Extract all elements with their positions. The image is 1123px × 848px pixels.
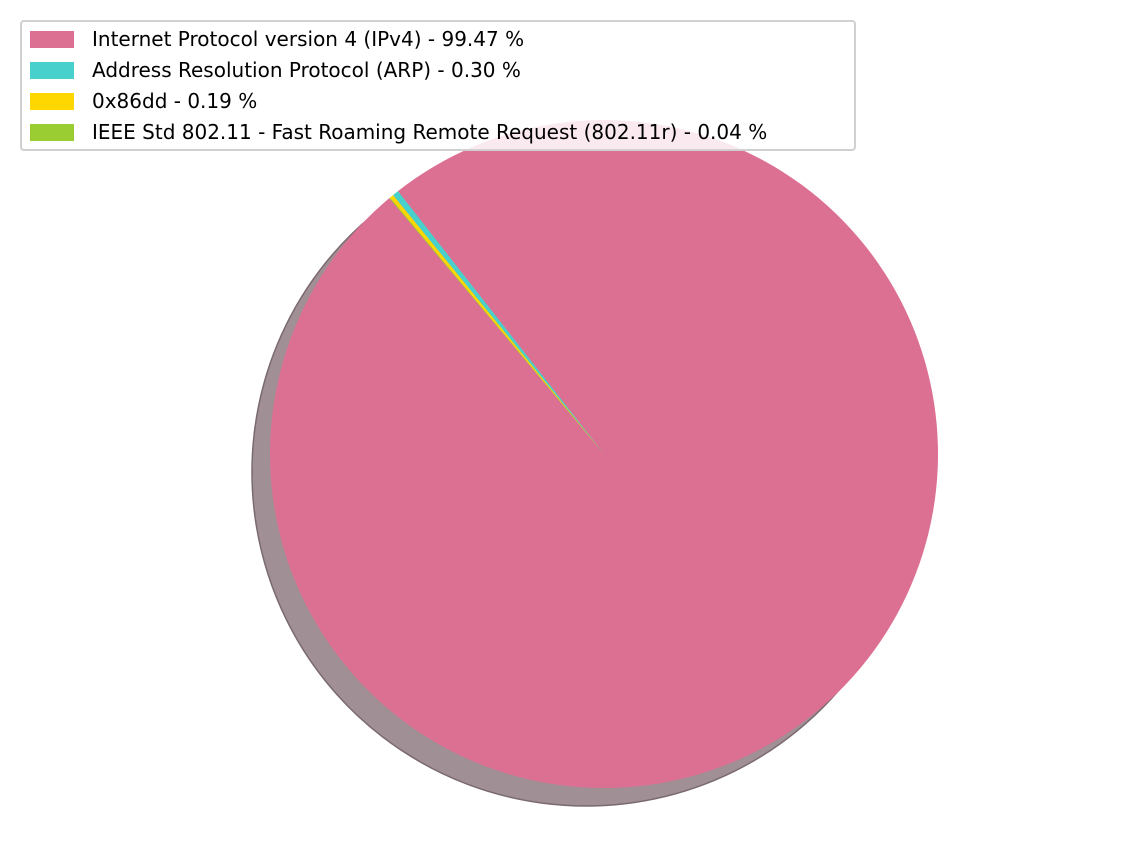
legend-item-arp: Address Resolution Protocol (ARP) - 0.30… bbox=[30, 58, 521, 82]
legend-label-ipv4: Internet Protocol version 4 (IPv4) - 99.… bbox=[92, 27, 525, 51]
legend-item-80211r: IEEE Std 802.11 - Fast Roaming Remote Re… bbox=[30, 120, 767, 144]
legend-item-0x86dd: 0x86dd - 0.19 % bbox=[30, 89, 257, 113]
legend-swatch-arp bbox=[30, 61, 74, 79]
legend-item-ipv4: Internet Protocol version 4 (IPv4) - 99.… bbox=[30, 27, 524, 51]
pie-slices bbox=[269, 120, 939, 789]
pie-slice-arp bbox=[393, 191, 604, 454]
pie-slice-80211r bbox=[389, 197, 604, 454]
legend-swatch-ipv4 bbox=[30, 30, 74, 48]
legend-label-80211r: IEEE Std 802.11 - Fast Roaming Remote Re… bbox=[92, 120, 768, 144]
legend-swatch-0x86dd bbox=[30, 92, 74, 110]
legend-label-0x86dd: 0x86dd - 0.19 % bbox=[92, 89, 258, 113]
pie-slice-0x86dd bbox=[389, 195, 604, 454]
legend-swatch-80211r bbox=[30, 123, 74, 141]
legend: Internet Protocol version 4 (IPv4) - 99.… bbox=[20, 20, 856, 151]
pie-slice-ipv4 bbox=[269, 120, 939, 789]
legend-label-arp: Address Resolution Protocol (ARP) - 0.30… bbox=[92, 58, 521, 82]
